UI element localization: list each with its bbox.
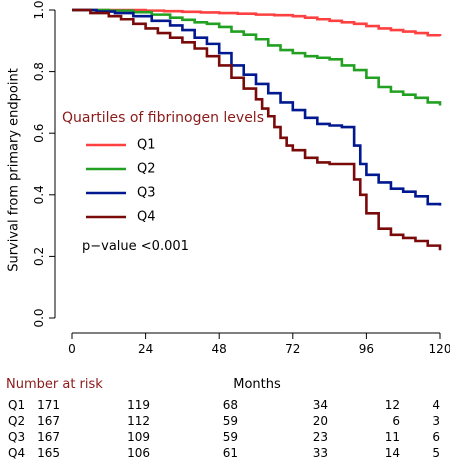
risk-row-label-q4: Q4 xyxy=(8,446,25,459)
risk-cell: 167 xyxy=(37,430,60,444)
risk-row-label-q2: Q2 xyxy=(8,414,25,428)
y-tick-label: 0.0 xyxy=(32,308,46,327)
x-tick-label: 120 xyxy=(429,342,450,356)
legend-title: Quartiles of fibrinogen levels xyxy=(62,110,264,126)
risk-cell: 112 xyxy=(127,414,150,428)
risk-cell: 12 xyxy=(385,398,400,412)
annotation-layer: p−value <0.001 xyxy=(82,239,189,254)
risk-cell: 34 xyxy=(313,398,328,412)
x-tick-label: 72 xyxy=(285,342,300,356)
risk-cell: 20 xyxy=(313,414,328,428)
legend-label-q1: Q1 xyxy=(137,138,156,153)
y-tick-label: 0.8 xyxy=(32,62,46,81)
risk-cell: 4 xyxy=(432,398,440,412)
risk-cell: 3 xyxy=(432,414,440,428)
risk-cell: 165 xyxy=(37,446,60,459)
series-layer xyxy=(72,10,440,250)
y-axis-title: Survival from primary endpoint xyxy=(7,68,22,272)
risk-cell: 59 xyxy=(223,414,238,428)
risk-cell: 171 xyxy=(37,398,60,412)
risk-cell: 5 xyxy=(432,446,440,459)
x-axis-title: Months xyxy=(233,377,281,392)
risk-cell: 11 xyxy=(385,430,400,444)
legend-label-q4: Q4 xyxy=(137,210,156,225)
risk-cell: 167 xyxy=(37,414,60,428)
risk-cell: 6 xyxy=(432,430,440,444)
x-tick-label: 96 xyxy=(359,342,374,356)
risk-cell: 14 xyxy=(385,446,400,459)
risk-cell: 33 xyxy=(313,446,328,459)
risk-table-header: Number at risk xyxy=(6,377,103,392)
risk-row-label-q1: Q1 xyxy=(8,398,25,412)
legend-label-q3: Q3 xyxy=(137,186,156,201)
x-tick-label: 0 xyxy=(68,342,76,356)
p-value-annotation: p−value <0.001 xyxy=(82,239,189,254)
legend-label-q2: Q2 xyxy=(137,162,156,177)
risk-table: Number at risk Q1 171 119 68 34 12 4 Q2 167 112 59 2… xyxy=(6,377,440,459)
risk-cell: 68 xyxy=(223,398,238,412)
y-tick-label: 0.2 xyxy=(32,247,46,266)
risk-cell: 59 xyxy=(223,430,238,444)
risk-cell: 109 xyxy=(127,430,150,444)
risk-cell: 23 xyxy=(313,430,328,444)
risk-cell: 61 xyxy=(223,446,238,459)
y-tick-label: 0.6 xyxy=(32,124,46,143)
x-tick-label: 48 xyxy=(212,342,227,356)
risk-row-label-q3: Q3 xyxy=(8,430,25,444)
risk-cell: 6 xyxy=(392,414,400,428)
legend: Quartiles of fibrinogen levels Q1 Q2 Q3 Q4 xyxy=(62,110,264,225)
y-tick-label: 1.0 xyxy=(32,0,46,19)
risk-cell: 119 xyxy=(127,398,150,412)
risk-cell: 106 xyxy=(127,446,150,459)
x-tick-label: 24 xyxy=(138,342,153,356)
y-tick-label: 0.4 xyxy=(32,185,46,204)
axes-layer: 0.0 0.2 0.4 0.6 0.8 1.0 Survival from primary … xyxy=(7,0,450,392)
series-line-q4 xyxy=(72,10,440,250)
